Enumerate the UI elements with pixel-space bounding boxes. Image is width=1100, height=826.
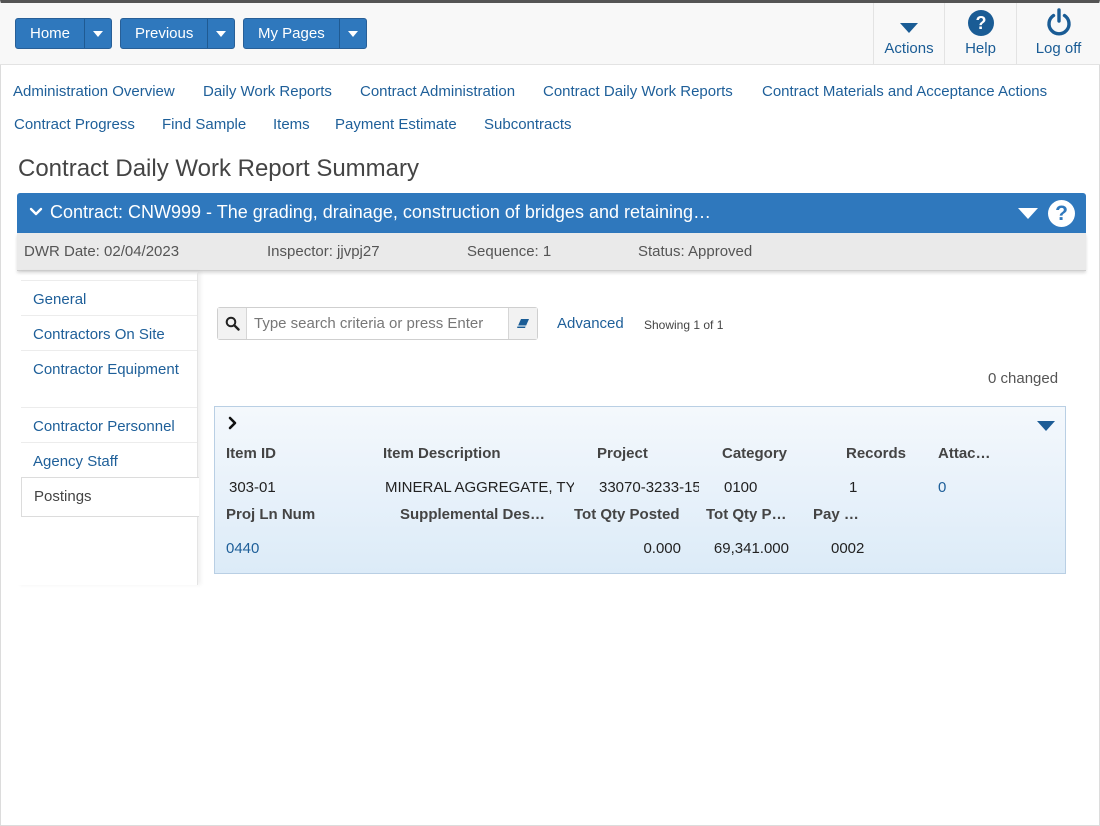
value-item-description: MINERAL AGGREGATE, TY [385, 479, 574, 496]
side-menu: General Contractors On Site Contractor E… [17, 272, 199, 585]
search-box [217, 307, 538, 340]
link-contract-progress[interactable]: Contract Progress [14, 116, 135, 133]
col-header-item-description: Item Description [383, 445, 501, 462]
search-input[interactable] [248, 308, 508, 339]
col-header-records: Records [846, 445, 907, 462]
value-category: 0100 [724, 479, 758, 496]
col-header-project: Project [597, 445, 648, 462]
help-label: Help [965, 40, 996, 57]
status: Status: Approved [638, 243, 753, 260]
value-attachments-link[interactable]: 0 [938, 479, 947, 496]
caret-down-icon[interactable] [1018, 208, 1038, 219]
value-project: 33070-3233-15 [599, 479, 699, 496]
actions-button[interactable]: Actions [873, 3, 944, 65]
value-pay: 0002 [831, 540, 865, 557]
side-item-agency-staff[interactable]: Agency Staff [21, 442, 197, 481]
col-header-pay: Pay … [813, 506, 859, 523]
home-button[interactable]: Home [16, 19, 86, 48]
link-items[interactable]: Items [273, 116, 310, 133]
posting-record-card[interactable]: Item ID Item Description Project Categor… [214, 406, 1066, 574]
col-header-proj-ln-num: Proj Ln Num [226, 506, 316, 523]
actions-label: Actions [884, 40, 934, 57]
caret-down-icon [874, 3, 944, 37]
search-icon[interactable] [218, 308, 247, 339]
value-item-id: 303-01 [229, 479, 276, 496]
dwr-date: DWR Date: 02/04/2023 [24, 243, 180, 260]
col-header-supplemental-description: Supplemental Des… [400, 506, 546, 523]
log-off-label: Log off [1035, 40, 1082, 57]
link-administration-overview[interactable]: Administration Overview [13, 83, 175, 100]
contract-title: Contract: CNW999 - The grading, drainage… [50, 202, 712, 222]
link-contract-administration[interactable]: Contract Administration [360, 83, 516, 100]
side-item-contractor-personnel[interactable]: Contractor Personnel [21, 407, 197, 446]
col-header-attachments: Attac… [938, 445, 991, 462]
previous-split-button: Previous [120, 18, 236, 49]
log-off-button[interactable]: Log off [1016, 3, 1100, 65]
chevron-right-icon[interactable] [227, 416, 239, 435]
power-icon [1017, 3, 1100, 37]
changed-count: 0 changed [988, 370, 1059, 387]
caret-down-icon[interactable] [1037, 421, 1055, 431]
link-subcontracts[interactable]: Subcontracts [484, 116, 572, 133]
svg-text:?: ? [975, 13, 986, 33]
value-tot-qty-p: 69,341.000 [713, 540, 789, 557]
link-find-sample[interactable]: Find Sample [162, 116, 247, 133]
dwr-info-bar: DWR Date: 02/04/2023 Inspector: jjvpj27 … [17, 233, 1086, 271]
caret-down-icon [216, 30, 227, 37]
advanced-search-link[interactable]: Advanced [557, 315, 624, 332]
col-header-tot-qty-posted: Tot Qty Posted [574, 506, 680, 523]
value-records: 1 [849, 479, 858, 496]
contract-header[interactable]: Contract: CNW999 - The grading, drainage… [17, 193, 1086, 233]
side-item-postings[interactable]: Postings [21, 477, 199, 517]
value-proj-ln-num-link[interactable]: 0440 [226, 540, 260, 557]
value-tot-qty-posted: 0.000 [643, 540, 681, 557]
link-contract-daily-work-reports[interactable]: Contract Daily Work Reports [543, 83, 733, 100]
help-button[interactable]: ? Help [944, 3, 1016, 65]
link-payment-estimate[interactable]: Payment Estimate [335, 116, 457, 133]
mypages-split-button: My Pages [243, 18, 367, 49]
side-item-contractors-on-site[interactable]: Contractors On Site [21, 315, 197, 354]
side-item-general[interactable]: General [21, 280, 197, 319]
caret-down-icon [347, 30, 358, 37]
question-circle-icon[interactable]: ? [1048, 200, 1075, 227]
inspector: Inspector: jjvpj27 [267, 243, 380, 260]
showing-count: Showing 1 of 1 [644, 318, 724, 332]
link-daily-work-reports[interactable]: Daily Work Reports [203, 83, 332, 100]
col-header-item-id: Item ID [226, 445, 277, 462]
col-header-category: Category [722, 445, 788, 462]
home-split-button: Home [15, 18, 113, 49]
chevron-down-icon[interactable] [29, 205, 43, 224]
link-contract-materials-acceptance[interactable]: Contract Materials and Acceptance Action… [762, 83, 1048, 100]
home-dropdown-button[interactable] [85, 19, 111, 48]
previous-dropdown-button[interactable] [208, 19, 234, 48]
page-title: Contract Daily Work Report Summary [18, 155, 419, 182]
caret-down-icon [93, 30, 104, 37]
question-circle-icon: ? [945, 3, 1016, 37]
side-item-contractor-equipment[interactable]: Contractor Equipment [21, 350, 197, 389]
previous-button[interactable]: Previous [121, 19, 209, 48]
mypages-dropdown-button[interactable] [340, 19, 366, 48]
my-pages-button[interactable]: My Pages [244, 19, 340, 48]
col-header-tot-qty-p: Tot Qty P… [706, 506, 787, 523]
sequence: Sequence: 1 [467, 243, 552, 260]
top-toolbar: Home Previous My Pages Actions ? Help Lo… [0, 3, 1100, 65]
eraser-icon[interactable] [508, 308, 537, 339]
